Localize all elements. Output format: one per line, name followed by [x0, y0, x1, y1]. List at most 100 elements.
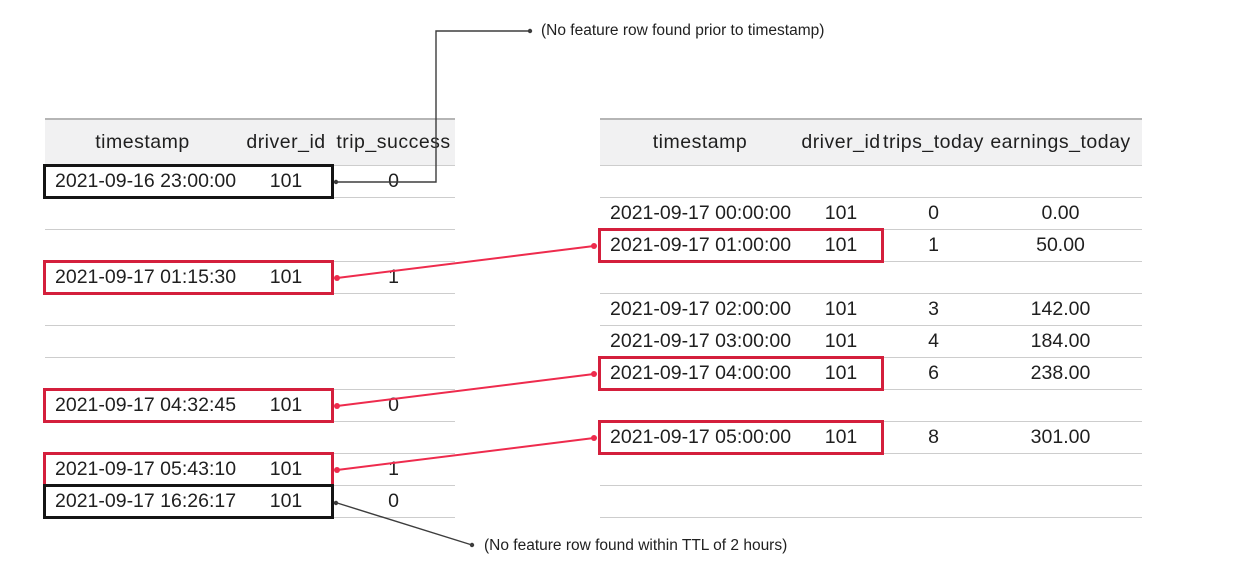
cell-value: 0	[928, 202, 939, 224]
table-row-empty	[45, 358, 455, 390]
table-row: 2021-09-17 01:15:30 101 1	[43, 260, 455, 295]
label-events-table-header: timestamp driver_id trip_success	[45, 118, 455, 166]
cell-timestamp: 2021-09-17 01:15:30	[55, 266, 237, 288]
cell-value: 0.00	[1041, 202, 1080, 224]
cell-timestamp	[600, 390, 800, 421]
cell-value	[332, 326, 455, 357]
cell-timestamp	[45, 198, 240, 229]
cell-timestamp: 2021-09-17 16:26:17	[55, 490, 237, 512]
table-row: 2021-09-17 05:43:10 101 1	[43, 452, 455, 487]
cell-value: 3	[928, 298, 939, 320]
cell-value	[882, 262, 985, 293]
table-row: 2021-09-17 04:00:00 101 6 238.00	[598, 356, 1142, 391]
table-row: 2021-09-17 16:26:17 101 0	[43, 484, 455, 519]
cell-driver-id: 101	[269, 266, 303, 288]
cell-driver-id	[240, 326, 332, 357]
cell-value	[985, 486, 1142, 517]
cell-value: 1	[928, 234, 939, 256]
cell-timestamp	[45, 326, 240, 357]
table-row-empty	[600, 486, 1142, 518]
table-row: 2021-09-17 00:00:00 101 0 0.00	[600, 198, 1142, 230]
join-connector-dot	[591, 371, 597, 377]
cell-timestamp	[45, 358, 240, 389]
cell-driver-id	[800, 454, 882, 485]
cell-value	[882, 454, 985, 485]
column-header-trips-today: trips_today	[883, 131, 984, 153]
cell-value	[332, 294, 455, 325]
cell-driver-id: 101	[269, 170, 303, 192]
table-row-empty	[45, 326, 455, 358]
cell-driver-id	[240, 230, 332, 261]
feature-values-table-header: timestamp driver_id trips_today earnings…	[600, 118, 1142, 166]
cell-driver-id	[240, 358, 332, 389]
cell-value: 0	[388, 394, 399, 416]
cell-value: 8	[928, 426, 939, 448]
cell-value	[985, 166, 1142, 197]
cell-timestamp: 2021-09-17 04:32:45	[55, 394, 237, 416]
cell-value	[985, 454, 1142, 485]
cell-driver-id	[800, 166, 882, 197]
cell-driver-id	[240, 294, 332, 325]
cell-value: 0	[388, 170, 399, 192]
table-row: 2021-09-17 03:00:00 101 4 184.00	[600, 326, 1142, 358]
cell-driver-id	[240, 198, 332, 229]
table-row-empty	[600, 262, 1142, 294]
cell-value	[985, 262, 1142, 293]
cell-driver-id: 101	[824, 362, 858, 384]
table-row-empty	[45, 422, 455, 454]
cell-driver-id: 101	[824, 202, 858, 224]
column-header-driver-id: driver_id	[246, 131, 326, 153]
join-connector-dot	[591, 435, 597, 441]
table-row: 2021-09-17 01:00:00 101 1 50.00	[598, 228, 1142, 263]
cell-value: 238.00	[1030, 362, 1091, 384]
cell-driver-id	[800, 390, 882, 421]
table-row: 2021-09-17 04:32:45 101 0	[43, 388, 455, 423]
cell-value: 184.00	[1030, 330, 1091, 352]
cell-driver-id: 101	[824, 234, 858, 256]
cell-timestamp: 2021-09-17 01:00:00	[610, 234, 792, 256]
cell-driver-id: 101	[824, 426, 858, 448]
cell-timestamp: 2021-09-17 05:43:10	[55, 458, 237, 480]
label-events-table: timestamp driver_id trip_success 2021-09…	[43, 118, 455, 519]
cell-value	[985, 390, 1142, 421]
cell-value	[882, 486, 985, 517]
cell-timestamp	[600, 262, 800, 293]
column-header-earnings-today: earnings_today	[990, 131, 1131, 153]
cell-driver-id: 101	[269, 458, 303, 480]
annotation-no-feature-row-within-ttl: (No feature row found within TTL of 2 ho…	[484, 537, 788, 554]
cell-timestamp: 2021-09-16 23:00:00	[55, 170, 237, 192]
join-connector-dot	[591, 243, 597, 249]
cell-timestamp	[600, 454, 800, 485]
cell-timestamp: 2021-09-17 00:00:00	[610, 202, 792, 224]
table-row: 2021-09-16 23:00:00 101 0	[43, 164, 455, 199]
table-row-empty	[45, 230, 455, 262]
cell-value: 142.00	[1030, 298, 1091, 320]
cell-driver-id: 101	[824, 298, 858, 320]
cell-timestamp	[45, 422, 240, 453]
cell-value: 4	[928, 330, 939, 352]
table-row-empty	[600, 454, 1142, 486]
table-row-empty	[600, 390, 1142, 422]
cell-value: 1	[388, 458, 399, 480]
cell-value	[882, 390, 985, 421]
cell-value	[332, 422, 455, 453]
table-row-empty	[45, 294, 455, 326]
cell-timestamp	[45, 294, 240, 325]
cell-value	[882, 166, 985, 197]
cell-value: 1	[388, 266, 399, 288]
column-header-driver-id: driver_id	[801, 131, 881, 153]
cell-driver-id	[240, 422, 332, 453]
cell-value	[332, 230, 455, 261]
cell-driver-id: 101	[269, 490, 303, 512]
column-header-timestamp: timestamp	[652, 131, 748, 153]
cell-driver-id: 101	[824, 330, 858, 352]
cell-timestamp	[600, 166, 800, 197]
cell-timestamp: 2021-09-17 02:00:00	[610, 298, 792, 320]
table-row-empty	[45, 198, 455, 230]
cell-value	[332, 358, 455, 389]
cell-driver-id	[800, 486, 882, 517]
cell-timestamp: 2021-09-17 04:00:00	[610, 362, 792, 384]
table-row-empty	[600, 166, 1142, 198]
cell-timestamp: 2021-09-17 03:00:00	[610, 330, 792, 352]
annotation-no-feature-row-prior: (No feature row found prior to timestamp…	[541, 22, 825, 39]
